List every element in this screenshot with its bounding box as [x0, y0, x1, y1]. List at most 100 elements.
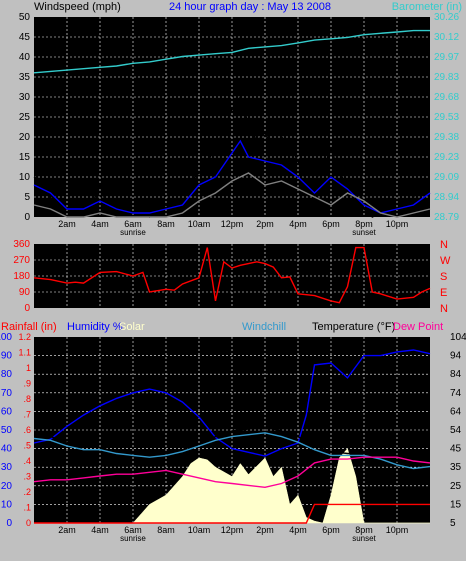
temperature-y-tick: 94	[450, 351, 462, 362]
barometer-y-tick: 28.79	[434, 212, 459, 223]
humidity-y-tick: 40	[1, 444, 13, 455]
x-sublabel-sunset: sunset	[352, 534, 376, 543]
x-tick-label: 6pm	[322, 525, 340, 535]
rain-y-tick: .2	[23, 487, 31, 497]
temperature-y-tick: 84	[450, 369, 462, 380]
x-tick-label: 8pm	[355, 219, 373, 229]
temperature-humidity-panel: 0 10 20 30 40 50 60 70 80 90 100 0 .1 .2 .3 .4 .5 .6 .7 .8.…	[0, 332, 466, 543]
x-tick-label: 10pm	[386, 219, 409, 229]
compass-label: N	[440, 239, 448, 251]
wind-barometer-panel: 0 5 10 15 20 25 30 35 40 45 50 28.79 28.94 29.09 29.23…	[19, 12, 460, 237]
barometer-y-tick: 29.09	[434, 172, 459, 183]
wind-y-tick: 20	[19, 132, 31, 143]
rain-y-tick: .4	[23, 456, 31, 466]
barometer-y-tick: 29.68	[434, 92, 459, 103]
rain-y-tick: 1	[26, 363, 31, 373]
humidity-y-tick: 20	[1, 481, 13, 492]
x-tick-label: 4am	[91, 219, 109, 229]
series-humidity-	[33, 349, 431, 457]
temperature-y-tick: 45	[450, 444, 462, 455]
temperature-y-tick: 35	[450, 462, 462, 473]
series-gust	[33, 95, 430, 218]
rain-y-tick: 1.1	[18, 348, 31, 358]
rain-y-tick: .9	[23, 379, 31, 389]
compass-label: E	[440, 287, 447, 299]
wind-y-tick: 40	[19, 52, 31, 63]
barometer-y-tick: 29.97	[434, 52, 459, 63]
rain-y-tick: 0	[26, 518, 31, 528]
temperature-y-tick: 74	[450, 388, 462, 399]
barometer-y-tick: 29.38	[434, 132, 459, 143]
compass-label: S	[440, 271, 447, 283]
x-tick-label: 10am	[188, 525, 211, 535]
rain-y-tick: .1	[23, 503, 31, 513]
x-tick-label: 8am	[157, 525, 175, 535]
x-tick-label: 8am	[157, 219, 175, 229]
wind-y-tick: 35	[19, 72, 31, 83]
humidity-y-tick: 0	[6, 518, 12, 529]
barometer-y-tick: 29.23	[434, 152, 459, 163]
humidity-y-tick: 80	[1, 369, 13, 380]
x-sublabel-sunrise: sunrise	[120, 534, 146, 543]
legend-windchill: Windchill	[242, 321, 286, 333]
barometer-y-tick: 30.12	[434, 32, 459, 43]
x-tick-label: 12pm	[221, 219, 244, 229]
series-barometer	[33, 29, 430, 74]
x-sublabel-sunrise: sunrise	[120, 228, 146, 237]
humidity-y-tick: 10	[1, 499, 13, 510]
humidity-y-tick: 60	[1, 406, 13, 417]
legend-humidity: Humidity %	[67, 321, 123, 333]
x-tick-label: 12pm	[221, 525, 244, 535]
direction-y-tick: 0	[24, 303, 30, 314]
wind-y-tick: 25	[19, 112, 31, 123]
x-sublabel-sunset: sunset	[352, 228, 376, 237]
rain-y-tick: 1.2	[18, 332, 31, 342]
compass-label: W	[440, 255, 451, 267]
x-tick-label: 4am	[91, 525, 109, 535]
windspeed-axis-label: Windspeed (mph)	[34, 1, 121, 13]
wind-y-tick: 15	[19, 152, 31, 163]
rain-y-tick: .6	[23, 425, 31, 435]
x-tick-label: 4pm	[289, 525, 307, 535]
direction-y-tick: 180	[13, 271, 30, 282]
direction-y-tick: 90	[19, 287, 31, 298]
series-rainfall-in-	[34, 503, 430, 524]
humidity-y-tick: 30	[1, 462, 13, 473]
wind-y-tick: 30	[19, 92, 31, 103]
barometer-y-tick: 28.94	[434, 192, 459, 203]
temperature-y-tick: 64	[450, 406, 462, 417]
series-temperature-f-	[33, 426, 430, 464]
x-tick-label: 4pm	[289, 219, 307, 229]
humidity-y-tick: 50	[1, 425, 13, 436]
direction-y-tick: 360	[13, 239, 30, 250]
humidity-y-tick: 100	[0, 332, 12, 343]
x-tick-label: 10am	[188, 219, 211, 229]
x-tick-label: 2am	[58, 525, 76, 535]
humidity-y-tick: 70	[1, 388, 13, 399]
wind-y-tick: 5	[24, 192, 30, 203]
series-direction	[33, 246, 431, 304]
wind-y-tick: 0	[24, 212, 30, 223]
wind-y-tick: 50	[19, 12, 31, 23]
barometer-y-tick: 30.26	[434, 12, 459, 23]
rain-y-tick: .8	[23, 394, 31, 404]
x-tick-label: 6am	[124, 219, 142, 229]
x-tick-label: 8pm	[355, 525, 373, 535]
x-tick-label: 2am	[58, 219, 76, 229]
legend-rainfall: Rainfall (in)	[1, 321, 57, 333]
compass-label: N	[440, 303, 448, 315]
wind-y-tick: 45	[19, 32, 31, 43]
humidity-y-tick: 90	[1, 351, 13, 362]
temperature-y-tick: 25	[450, 481, 462, 492]
direction-y-tick: 270	[13, 255, 30, 266]
x-tick-label: 2pm	[256, 219, 274, 229]
rain-y-tick: .7	[23, 410, 31, 420]
series-average	[33, 139, 431, 214]
temperature-y-tick: 104	[450, 332, 466, 343]
temperature-y-tick: 15	[450, 499, 462, 510]
legend-temperature: Temperature (°F)	[312, 321, 395, 333]
barometer-axis-label: Barometer (in)	[392, 1, 462, 13]
rain-y-tick: .5	[23, 441, 31, 451]
